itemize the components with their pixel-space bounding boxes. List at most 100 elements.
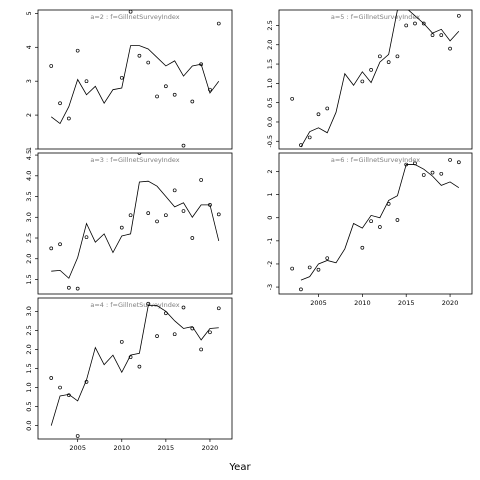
- y-tick-label: 1.0: [25, 382, 33, 392]
- x-axis-label: Year: [228, 462, 251, 473]
- y-tick-label: 3.5: [25, 191, 33, 201]
- plot-frame: [37, 152, 233, 295]
- x-tick-label: 2005: [69, 444, 86, 452]
- plot-frame: [37, 297, 233, 440]
- observed-point: [369, 67, 373, 72]
- y-tick-label: -1: [266, 238, 274, 244]
- observed-point: [386, 202, 391, 206]
- observed-point: [378, 225, 382, 229]
- observed-point: [75, 286, 80, 291]
- y-tick-label: -0.5: [266, 135, 274, 148]
- observed-point: [181, 209, 186, 213]
- observed-point: [155, 94, 159, 99]
- x-tick-label: 2015: [398, 299, 415, 307]
- observed-point: [216, 306, 221, 311]
- y-tick-label: 1: [266, 193, 274, 197]
- observed-point: [378, 54, 382, 59]
- fitted-line: [50, 305, 219, 426]
- y-tick-label: 4.5: [25, 150, 33, 160]
- observed-point: [369, 219, 373, 224]
- observed-point: [67, 116, 71, 121]
- observed-point: [164, 84, 168, 89]
- observed-point: [325, 106, 330, 111]
- observed-point: [290, 266, 295, 271]
- x-tick-label: 2005: [310, 299, 327, 307]
- observed-point: [413, 161, 417, 166]
- observed-point: [360, 79, 365, 84]
- panel-a4: a=4 : f=GillnetSurveyIndex 0.0 0.5 1.0 1.5 2.…: [25, 297, 233, 452]
- observed-point: [316, 112, 321, 117]
- observed-point: [448, 46, 452, 51]
- panel-strip-label: a=6 : f=GillnetSurveyIndex: [331, 156, 420, 164]
- observed-point: [325, 256, 330, 261]
- observed-point: [199, 62, 203, 67]
- observed-point: [164, 311, 168, 316]
- y-tick-label: 1.5: [25, 363, 33, 373]
- observed-point: [119, 225, 124, 230]
- y-tick-label: 1.0: [266, 78, 274, 88]
- observed-point: [155, 219, 159, 224]
- observed-point: [84, 379, 89, 384]
- fitted-line: [300, 10, 460, 148]
- observed-point: [172, 92, 177, 97]
- observed-point: [316, 267, 321, 272]
- observed-point: [439, 33, 444, 37]
- fitted-line: [50, 45, 220, 125]
- observed-point: [119, 75, 124, 80]
- x-tick-label: 2015: [158, 444, 175, 452]
- y-tick-label: 0.5: [266, 97, 274, 107]
- panel-strip-label: a=4 : f=GillnetSurveyIndex: [90, 301, 179, 309]
- y-tick-label: 1: [25, 147, 33, 151]
- observed-point: [360, 245, 365, 250]
- observed-point: [172, 332, 177, 337]
- y-tick-label: 0.5: [25, 401, 33, 411]
- y-tick-label: 5: [25, 11, 33, 15]
- observed-point: [67, 285, 71, 290]
- observed-point: [395, 218, 400, 222]
- y-tick-label: 4.0: [25, 171, 33, 181]
- y-tick-label: 2.5: [266, 20, 274, 30]
- observed-point: [137, 153, 142, 155]
- observed-point: [146, 301, 151, 306]
- observed-point: [49, 376, 54, 380]
- y-tick-label: 3.0: [25, 212, 33, 222]
- y-tick-label: 2.0: [25, 254, 33, 264]
- observed-point: [290, 96, 295, 101]
- observed-point: [404, 162, 409, 167]
- observed-point: [216, 212, 221, 217]
- panel-a6: a=6 : f=GillnetSurveyIndex -3 -2 -1 0 1 2 2005 2…: [266, 152, 473, 307]
- plot-frame: [278, 9, 473, 150]
- fitted-line: [51, 180, 220, 279]
- y-tick-label: 0: [266, 216, 274, 220]
- y-tick-label: 3: [25, 79, 33, 83]
- observed-point: [199, 178, 203, 182]
- x-tick-label: 2020: [202, 444, 219, 452]
- observed-point: [58, 242, 62, 247]
- observed-point: [155, 334, 159, 338]
- observed-point: [190, 99, 195, 104]
- y-tick-label: 0.0: [266, 117, 274, 127]
- observed-point: [404, 23, 409, 28]
- y-tick-label: 2.5: [25, 233, 33, 243]
- x-tick-label: 2010: [113, 444, 130, 452]
- fitted-line: [300, 164, 460, 281]
- panel-strip-label: a=2 : f=GillnetSurveyIndex: [90, 13, 179, 21]
- observed-point: [430, 170, 435, 175]
- y-tick-label: -3: [266, 284, 274, 290]
- x-tick-label: 2010: [354, 299, 371, 307]
- y-tick-label: 2: [25, 113, 33, 117]
- observed-point: [307, 265, 312, 270]
- observed-point: [421, 21, 426, 26]
- observed-point: [49, 64, 54, 68]
- plot-frame: [37, 9, 233, 150]
- observed-point: [119, 339, 124, 344]
- y-tick-label: 2: [266, 169, 274, 173]
- observed-point: [421, 173, 426, 177]
- observed-point: [208, 330, 212, 335]
- observed-point: [413, 21, 417, 26]
- observed-point: [199, 347, 203, 352]
- y-tick-label: 3.0: [25, 306, 33, 316]
- observed-point: [208, 202, 212, 207]
- y-tick-label: 2.0: [266, 40, 274, 50]
